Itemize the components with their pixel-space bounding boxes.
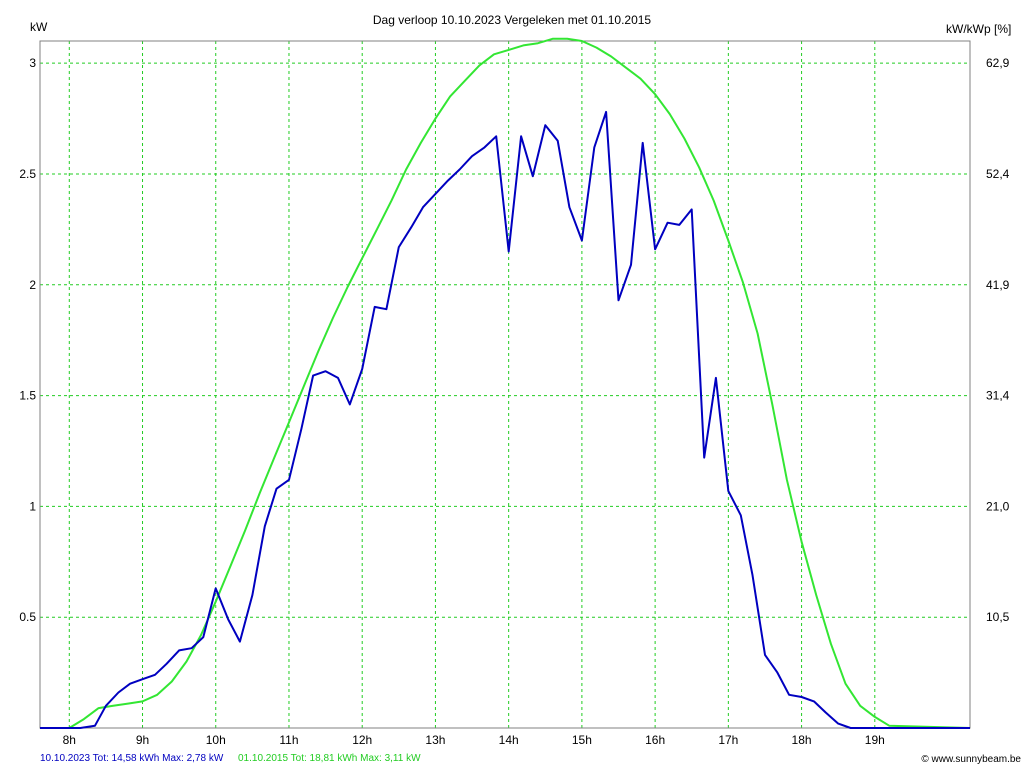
grid xyxy=(40,41,970,728)
series-line-10.10.2023 xyxy=(40,110,970,729)
footer-series1: 10.10.2023 Tot: 14,58 kWh Max: 2,78 kW xyxy=(40,753,224,764)
x-tick-label: 16h xyxy=(645,733,665,747)
y-tick-label-right: 31,4 xyxy=(986,389,1010,403)
y-tick-label-left: 3 xyxy=(29,56,36,70)
plot-area xyxy=(39,40,971,729)
y-tick-label-left: 2 xyxy=(29,278,36,292)
y-axis-label-right: kW/kWp [%] xyxy=(946,22,1011,36)
x-tick-label: 8h xyxy=(63,733,76,747)
y-axis-label-left: kW xyxy=(30,20,48,34)
x-tick-label: 13h xyxy=(425,733,445,747)
footer-copyright: © www.sunnybeam.be xyxy=(921,754,1021,765)
chart-title: Dag verloop 10.10.2023 Vergeleken met 01… xyxy=(373,13,652,27)
y-tick-label-right: 52,4 xyxy=(986,167,1010,181)
y-tick-label-right: 21,0 xyxy=(986,499,1010,513)
x-tick-label: 10h xyxy=(206,733,226,747)
x-tick-label: 14h xyxy=(499,733,519,747)
y-tick-label-left: 0.5 xyxy=(19,610,36,624)
x-tick-label: 17h xyxy=(718,733,738,747)
y-tick-label-right: 41,9 xyxy=(986,278,1010,292)
x-tick-label: 18h xyxy=(792,733,812,747)
x-tick-label: 11h xyxy=(279,733,298,747)
y-tick-label-left: 1.5 xyxy=(19,389,36,403)
y-tick-label-right: 62,9 xyxy=(986,56,1010,70)
x-tick-label: 12h xyxy=(352,733,372,747)
x-tick-label: 19h xyxy=(865,733,885,747)
tick-labels: 8h 9h 10h 11h 12h 13h 14h 15h 16h 17h 18h 19h 0.5 10,… xyxy=(19,56,1009,747)
y-tick-label-left: 1 xyxy=(29,499,36,513)
y-tick-label-left: 2.5 xyxy=(19,167,36,181)
footer-series2: 01.10.2015 Tot: 18,81 kWh Max: 3,11 kW xyxy=(238,753,421,764)
series-line-01.10.2015 xyxy=(40,37,971,729)
y-tick-label-right: 10,5 xyxy=(986,610,1010,624)
x-tick-label: 9h xyxy=(136,733,149,747)
series-lines xyxy=(40,37,971,729)
x-tick-label: 15h xyxy=(572,733,592,747)
